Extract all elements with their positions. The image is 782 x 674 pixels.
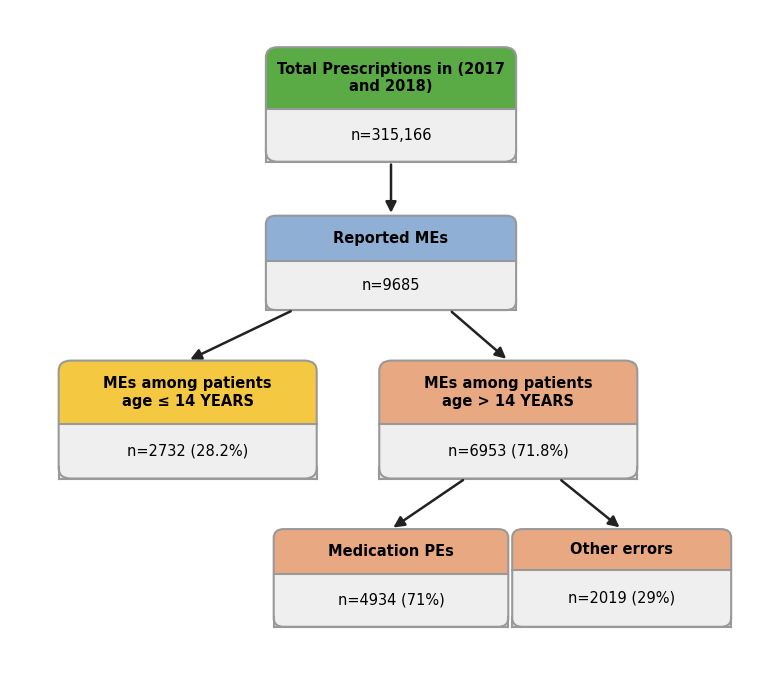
- Bar: [266, 150, 279, 162]
- Bar: [512, 617, 523, 627]
- Bar: [379, 425, 637, 479]
- Text: n=2019 (29%): n=2019 (29%): [569, 591, 675, 606]
- Bar: [59, 467, 72, 479]
- Bar: [274, 574, 508, 627]
- Bar: [266, 253, 516, 261]
- FancyBboxPatch shape: [274, 529, 508, 574]
- FancyBboxPatch shape: [59, 361, 317, 425]
- Bar: [59, 414, 317, 425]
- Bar: [266, 98, 516, 109]
- Bar: [266, 301, 277, 310]
- Bar: [512, 561, 731, 570]
- FancyBboxPatch shape: [266, 47, 516, 109]
- Bar: [59, 425, 317, 479]
- Bar: [266, 109, 516, 162]
- FancyBboxPatch shape: [512, 529, 731, 570]
- Text: n=6953 (71.8%): n=6953 (71.8%): [448, 444, 569, 459]
- Text: Other errors: Other errors: [570, 542, 673, 557]
- Text: Total Prescriptions in (2017
and 2018): Total Prescriptions in (2017 and 2018): [277, 62, 505, 94]
- Bar: [379, 467, 393, 479]
- FancyBboxPatch shape: [379, 361, 637, 425]
- Bar: [266, 261, 516, 310]
- Text: MEs among patients
age ≤ 14 YEARS: MEs among patients age ≤ 14 YEARS: [103, 376, 272, 408]
- Bar: [512, 570, 731, 627]
- FancyBboxPatch shape: [266, 216, 516, 261]
- Bar: [505, 301, 516, 310]
- Bar: [303, 467, 317, 479]
- Bar: [720, 617, 731, 627]
- Text: Reported MEs: Reported MEs: [333, 231, 449, 246]
- Bar: [497, 617, 508, 627]
- Text: Medication PEs: Medication PEs: [328, 544, 454, 559]
- Text: MEs among patients
age > 14 YEARS: MEs among patients age > 14 YEARS: [424, 376, 593, 408]
- Text: n=315,166: n=315,166: [350, 128, 432, 143]
- Text: n=9685: n=9685: [362, 278, 420, 293]
- Text: n=4934 (71%): n=4934 (71%): [338, 593, 444, 608]
- Bar: [503, 150, 516, 162]
- Bar: [274, 565, 508, 574]
- Bar: [379, 414, 637, 425]
- Bar: [624, 467, 637, 479]
- Text: n=2732 (28.2%): n=2732 (28.2%): [127, 444, 249, 459]
- Bar: [274, 617, 285, 627]
